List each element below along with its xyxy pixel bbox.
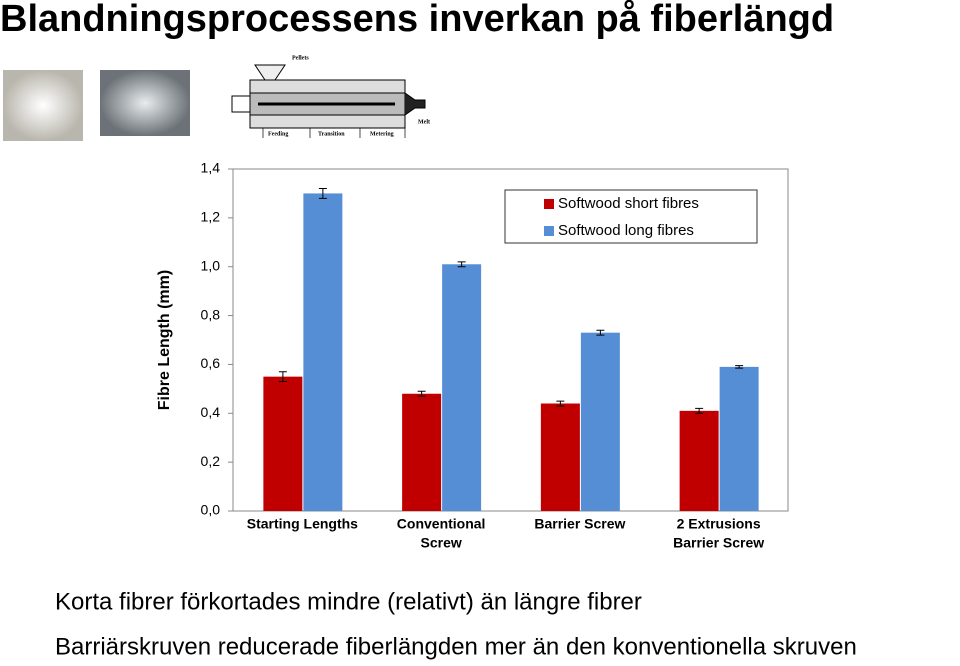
x-tick-label: 2 Extrusions [677,516,761,532]
error-bar [278,371,287,383]
extruder-diagram [231,64,426,138]
photo-clear-pellets [100,70,190,136]
y-tick-label: 0,6 [201,355,221,371]
error-bar [596,329,605,336]
y-tick-label: 1,0 [201,257,221,273]
bar [303,193,343,511]
bullet: Korta fibrer förkortades mindre (relativ… [55,588,642,615]
x-tick-label: Barrier Screw [673,535,764,551]
bar [540,403,580,511]
legend-swatch [544,199,554,209]
bar [679,410,719,511]
y-tick-label: 1,4 [201,160,221,176]
y-tick-label: 0,8 [201,306,221,322]
legend-label: Softwood long fibres [558,222,694,239]
error-bar [417,390,426,397]
slide-title: Blandningsprocessens inverkan på fiberlä… [0,0,834,40]
x-tick-label: Screw [421,535,462,551]
diagram-label: Feeding [268,131,288,137]
bar [580,332,620,511]
y-tick-label: 0,2 [201,453,221,469]
error-bar [318,188,327,199]
diagram-label: Transition [318,131,345,137]
bar [442,264,482,511]
y-tick-label: 0,0 [201,502,221,518]
y-tick-label: 0,4 [201,404,221,420]
error-bar [457,261,466,268]
photo-white-pellets [3,70,83,141]
x-tick-label: Conventional [397,516,486,532]
bar [719,366,759,511]
bullet: Barriärskruven reducerade fiberlängden m… [55,633,857,660]
diagram-label: Pellets [292,55,309,61]
bar [402,393,442,511]
diagram-label: Metering [370,131,394,137]
x-tick-label: Starting Lengths [247,516,358,532]
error-bar [735,365,744,369]
bar [263,376,303,511]
legend-label: Softwood short fibres [558,195,699,212]
y-tick-label: 1,2 [201,209,221,225]
legend-swatch [544,226,554,236]
diagram-label: Melt [418,119,430,125]
y-axis-title: Fibre Length (mm) [156,270,173,410]
error-bar [695,407,704,414]
x-tick-label: Barrier Screw [534,516,625,532]
error-bar [556,400,565,407]
